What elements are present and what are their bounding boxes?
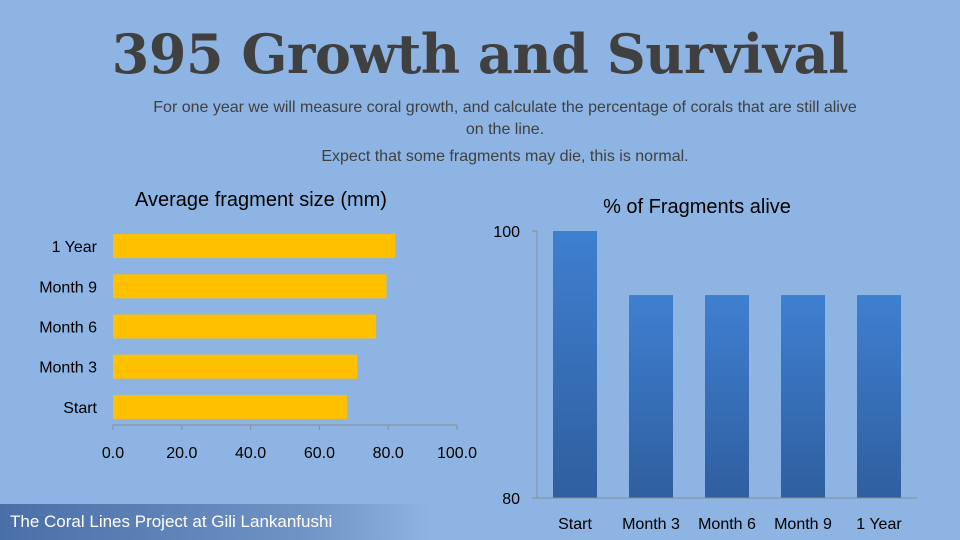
size-x-tick-label: 0.0 xyxy=(102,445,124,462)
slide-note: Expect that some fragments may die, this… xyxy=(321,148,689,165)
slide-title: 395 Growth and Survival xyxy=(111,22,849,86)
size-x-tick-label: 40.0 xyxy=(235,445,266,462)
size-x-tick-label: 80.0 xyxy=(373,445,404,462)
size-category-label: 1 Year xyxy=(52,239,98,256)
size-x-tick-label: 60.0 xyxy=(304,445,335,462)
size-x-tick-label: 20.0 xyxy=(166,445,197,462)
footer-text: The Coral Lines Project at Gili Lankanfu… xyxy=(10,512,333,531)
size-category-label: Start xyxy=(63,400,97,417)
slide-subtitle: For one year we will measure coral growt… xyxy=(153,99,857,138)
size-category-label: Month 9 xyxy=(39,279,97,296)
size-x-tick-label: 100.0 xyxy=(437,445,477,462)
size-chart-title: Average fragment size (mm) xyxy=(135,189,387,211)
size-category-label: Month 3 xyxy=(39,360,97,377)
size-bar xyxy=(113,234,396,259)
size-category-label: Month 6 xyxy=(39,320,97,337)
size-bar xyxy=(113,274,387,299)
footer-banner: The Coral Lines Project at Gili Lankanfu… xyxy=(0,504,430,540)
size-bar xyxy=(113,394,347,419)
size-bar xyxy=(113,354,358,379)
size-bar xyxy=(113,314,377,339)
